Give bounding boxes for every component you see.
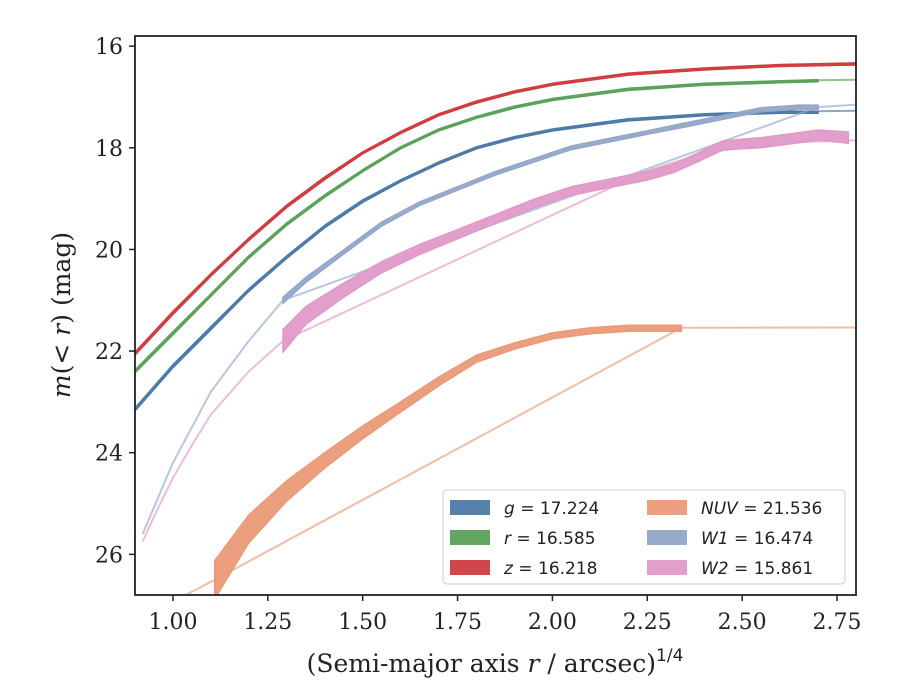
w1-legend-swatch [647,530,687,545]
y-tick-label: 18 [95,137,123,162]
nuv-profile-band [213,324,683,595]
x-tick-label: 2.25 [623,610,672,635]
w2-legend-label: W2 = 15.861 [701,559,813,579]
nuv-legend-swatch [647,500,687,515]
x-tick-label: 1.25 [243,610,292,635]
legend: g = 17.224 r = 16.585 z = 16.218 NUV = 21.5… [442,489,846,585]
r-legend-swatch [450,530,490,545]
g-extrapolation-line [818,109,856,113]
x-tick-label: 2.75 [813,610,862,635]
r-legend-label: r = 16.585 [504,529,596,549]
y-tick-label: 26 [95,543,123,568]
nuv-legend-label: NUV = 21.536 [701,499,822,519]
w1-extrapolation-line [141,103,856,535]
z-legend-label: z = 16.218 [503,559,597,579]
legend-entries: g = 17.224 r = 16.585 z = 16.218 NUV = 21.5… [450,499,822,579]
x-axis-label: (Semi-major axis r / arcsec)1/4 [307,646,684,678]
w1-legend-label: W1 = 16.474 [701,529,813,549]
x-tick-label: 1.00 [148,610,197,635]
y-tick-label: 16 [95,35,123,60]
x-tick-label: 2.50 [718,610,767,635]
x-axis-ticks: 1.00 1.25 1.50 1.75 2.00 2.25 2.50 2.75 [148,595,862,635]
z-legend-swatch [450,560,490,575]
g-profile-band [135,110,819,412]
r-extrapolation-line [818,78,856,82]
x-tick-label: 1.75 [433,610,482,635]
w2-profile-band [282,129,850,354]
series-layer [135,62,856,595]
legend-box [442,489,846,585]
y-axis-ticks: 16 18 20 22 24 26 [95,35,135,568]
w1-profile-band [282,104,819,305]
y-tick-label: 24 [95,442,123,467]
z-profile-band [135,62,856,356]
x-tick-label: 1.50 [338,610,387,635]
y-axis-label: m(< r) (mag) [47,232,76,398]
y-tick-label: 20 [95,238,123,263]
y-tick-label: 22 [95,340,123,365]
g-legend-label: g = 17.224 [504,499,599,519]
g-legend-swatch [450,500,490,515]
plot-frame [134,35,857,596]
w2-legend-swatch [647,560,687,575]
x-tick-label: 2.00 [528,610,577,635]
r-profile-band [135,78,819,374]
